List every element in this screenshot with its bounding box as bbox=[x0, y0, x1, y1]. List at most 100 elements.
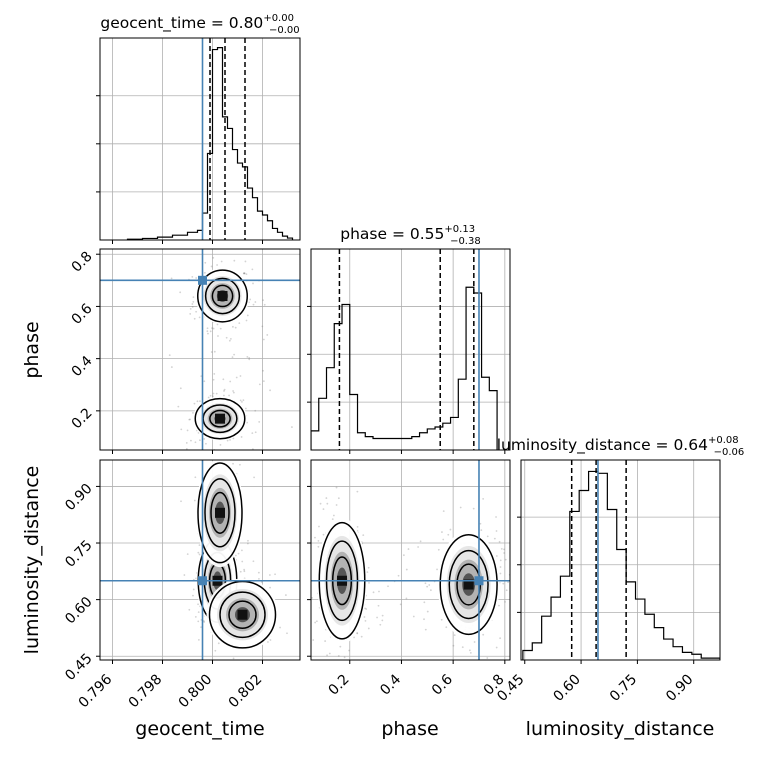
scatter-point bbox=[402, 554, 405, 557]
scatter-point bbox=[246, 356, 249, 358]
scatter-point bbox=[231, 325, 234, 328]
scatter-point bbox=[325, 497, 328, 499]
scatter-point bbox=[328, 652, 331, 655]
scatter-point bbox=[436, 568, 438, 571]
scatter-point bbox=[232, 437, 235, 440]
scatter-point bbox=[212, 327, 215, 330]
scatter-point bbox=[179, 387, 182, 390]
scatter-point bbox=[424, 628, 427, 631]
scatter-point bbox=[266, 334, 269, 336]
x-axis-label: phase bbox=[381, 718, 438, 740]
scatter-point bbox=[223, 388, 226, 391]
scatter-point bbox=[445, 626, 448, 629]
scatter-point bbox=[423, 618, 425, 621]
scatter-point bbox=[362, 534, 365, 536]
scatter-point bbox=[248, 358, 251, 361]
scatter-point bbox=[498, 540, 501, 543]
scatter-point bbox=[209, 394, 212, 397]
scatter-point bbox=[241, 560, 244, 563]
scatter-point bbox=[486, 657, 489, 659]
scatter-point bbox=[197, 603, 199, 606]
scatter-point bbox=[168, 354, 171, 357]
scatter-point bbox=[323, 677, 325, 679]
panel-title-main: geocent_time = 0.80 bbox=[100, 14, 263, 33]
scatter-point bbox=[322, 533, 325, 536]
scatter-point bbox=[252, 303, 255, 306]
density-peak bbox=[215, 507, 225, 518]
panel-luminosity_distance_vs_phase bbox=[293, 459, 511, 679]
scatter-point bbox=[245, 319, 248, 322]
scatter-point bbox=[193, 499, 196, 502]
scatter-point bbox=[262, 299, 264, 302]
scatter-point bbox=[469, 652, 472, 654]
scatter-point bbox=[426, 610, 429, 613]
scatter-point bbox=[412, 615, 415, 618]
scatter-point bbox=[331, 518, 334, 521]
scatter-point bbox=[189, 307, 192, 310]
scatter-point bbox=[217, 335, 219, 337]
x-tick-label: 0.800 bbox=[176, 672, 216, 712]
scatter-point bbox=[199, 439, 201, 442]
panel-plot-area bbox=[100, 38, 300, 240]
scatter-point bbox=[241, 549, 243, 552]
scatter-point bbox=[293, 600, 295, 602]
scatter-point bbox=[229, 337, 232, 340]
scatter-point bbox=[317, 539, 320, 542]
scatter-point bbox=[442, 538, 445, 541]
scatter-point bbox=[239, 399, 242, 402]
scatter-point bbox=[217, 642, 220, 645]
scatter-point bbox=[504, 558, 507, 561]
scatter-point bbox=[189, 313, 192, 315]
scatter-point bbox=[195, 277, 198, 279]
scatter-point bbox=[268, 574, 271, 576]
scatter-point bbox=[214, 649, 217, 652]
y-tick-label: 0.4 bbox=[69, 353, 96, 380]
scatter-point bbox=[239, 570, 242, 573]
scatter-point bbox=[419, 540, 422, 543]
scatter-point bbox=[502, 582, 505, 585]
truth-marker bbox=[474, 576, 484, 586]
scatter-point bbox=[262, 338, 265, 341]
y-tick-label: 0.45 bbox=[62, 651, 95, 684]
scatter-point bbox=[241, 400, 243, 403]
histogram-step bbox=[522, 470, 720, 660]
scatter-point bbox=[202, 620, 205, 622]
density-contour bbox=[204, 277, 241, 315]
scatter-point bbox=[232, 391, 235, 394]
scatter-point bbox=[334, 670, 336, 672]
scatter-point bbox=[461, 646, 464, 649]
density-peak bbox=[217, 290, 228, 301]
scatter-point bbox=[335, 486, 338, 489]
scatter-point bbox=[326, 654, 328, 657]
scatter-point bbox=[486, 535, 489, 538]
density-contour bbox=[211, 284, 234, 308]
scatter-point bbox=[212, 392, 215, 395]
scatter-point bbox=[262, 369, 264, 372]
scatter-point bbox=[286, 632, 288, 635]
scatter-point bbox=[269, 639, 272, 641]
scatter-point bbox=[424, 582, 427, 585]
y-tick-label: 0.60 bbox=[62, 594, 95, 627]
scatter-point bbox=[499, 572, 502, 575]
x-tick-label: 0.802 bbox=[226, 672, 266, 712]
x-tick-label: 0.6 bbox=[429, 671, 456, 698]
scatter-point bbox=[366, 571, 369, 574]
panel-phase_vs_geocent_time: 0.2 0.4 0.6 0.8 bbox=[69, 248, 301, 454]
scatter-point bbox=[188, 418, 191, 421]
scatter-point bbox=[314, 536, 316, 539]
y-tick-label: 0.8 bbox=[69, 249, 96, 276]
scatter-point bbox=[190, 439, 192, 442]
y-axis-label: luminosity_distance bbox=[21, 466, 43, 655]
scatter-point bbox=[315, 620, 318, 623]
scatter-point bbox=[192, 594, 194, 597]
scatter-point bbox=[503, 548, 505, 551]
panel-title-sup: +0.08 bbox=[708, 435, 739, 446]
scatter-point bbox=[248, 357, 251, 359]
scatter-point bbox=[343, 656, 346, 659]
panel-title-sup: +0.00 bbox=[263, 13, 294, 24]
scatter-point bbox=[407, 548, 410, 550]
panel-title: geocent_time = 0.80+0.00 −0.00 bbox=[100, 13, 299, 36]
scatter-point bbox=[495, 555, 498, 557]
panel-plot-area bbox=[293, 460, 510, 679]
